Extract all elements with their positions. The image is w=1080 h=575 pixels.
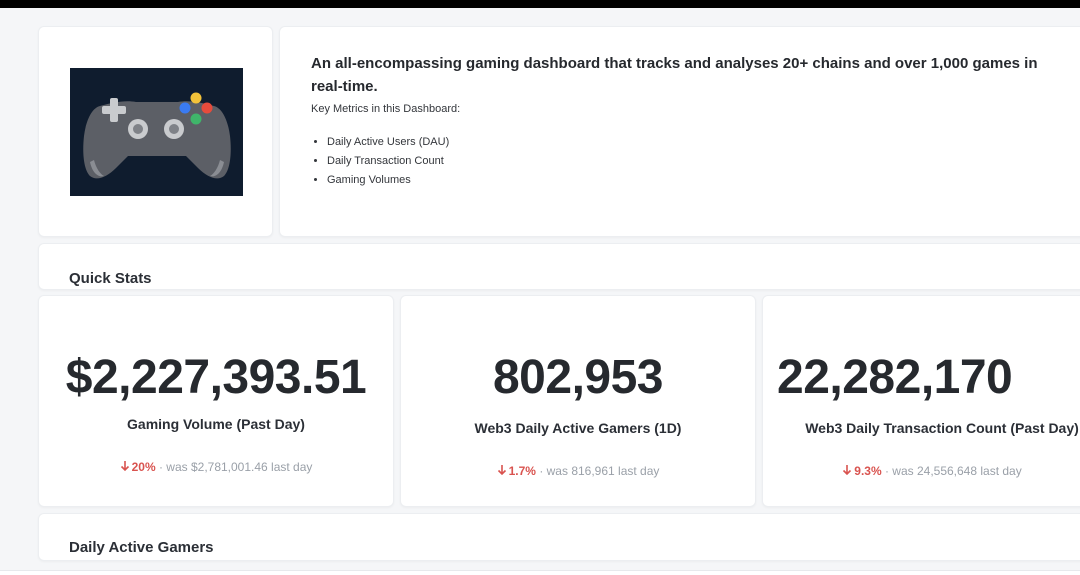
stat-value: $2,227,393.51: [65, 351, 367, 404]
gaming-volume-stat-card: $2,227,393.51 Gaming Volume (Past Day) 2…: [38, 295, 394, 507]
stat-label: Web3 Daily Active Gamers (1D): [474, 420, 682, 436]
previous-value: · was 816,961 last day: [539, 464, 660, 478]
stat-label: Gaming Volume (Past Day): [127, 416, 305, 432]
change-percent: 9.3%: [854, 464, 882, 478]
change-percent: 1.7%: [508, 464, 536, 478]
description-title: An all-encompassing gaming dashboard tha…: [311, 55, 1038, 95]
quick-stats-header: Quick Stats: [38, 243, 1080, 290]
stat-change: 9.3% · was 24,556,648 last day: [763, 464, 1080, 478]
stat-label: Web3 Daily Transaction Count (Past Day): [805, 420, 1079, 436]
stat-change: 20% · was $2,781,001.46 last day: [39, 460, 393, 474]
list-item: Daily Transaction Count: [327, 152, 449, 171]
section-title: Daily Active Gamers: [69, 539, 214, 556]
section-title: Quick Stats: [69, 270, 152, 287]
daily-active-gamers-stat-card: 802,953 Web3 Daily Active Gamers (1D) 1.…: [400, 295, 756, 507]
arrow-down-icon: [843, 465, 852, 476]
page-divider: [0, 570, 1080, 575]
stat-value: 22,282,170: [777, 351, 1013, 404]
arrow-down-icon: [120, 461, 129, 472]
list-item: Gaming Volumes: [327, 171, 449, 190]
list-item: Daily Active Users (DAU): [327, 133, 449, 152]
game-controller-image: [70, 68, 243, 196]
arrow-down-icon: [497, 465, 506, 476]
stat-change: 1.7% · was 816,961 last day: [401, 464, 755, 478]
previous-value: · was $2,781,001.46 last day: [158, 460, 313, 474]
dashboard-image-card: [38, 26, 273, 237]
dashboard-description-card: An all-encompassing gaming dashboard tha…: [279, 26, 1080, 237]
top-bar: [0, 0, 1080, 8]
previous-value: · was 24,556,648 last day: [884, 464, 1022, 478]
game-controller-icon: [83, 92, 231, 179]
daily-active-gamers-header: Daily Active Gamers: [38, 513, 1080, 561]
change-percent: 20%: [131, 460, 156, 474]
metrics-list: Daily Active Users (DAU) Daily Transacti…: [327, 133, 449, 190]
daily-transaction-count-stat-card: 22,282,170 Web3 Daily Transaction Count …: [762, 295, 1080, 507]
stat-value: 802,953: [492, 351, 664, 404]
change-badge: 9.3%: [842, 464, 882, 478]
change-badge: 20%: [120, 460, 156, 474]
change-badge: 1.7%: [497, 464, 536, 478]
description-subtitle: Key Metrics in this Dashboard:: [311, 103, 461, 115]
